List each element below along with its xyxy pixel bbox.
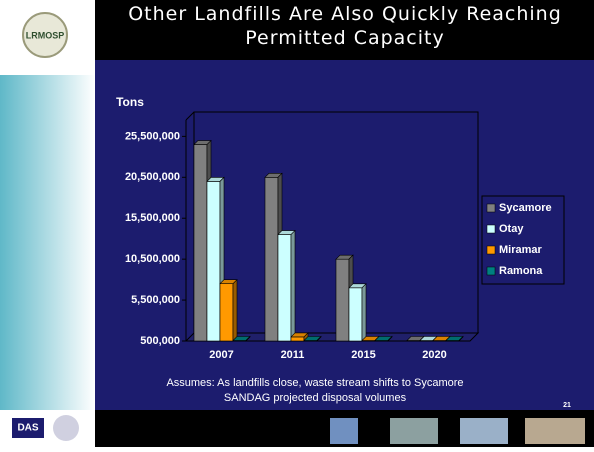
legend-swatch (486, 245, 496, 255)
bar-front (193, 144, 208, 342)
photo (330, 418, 358, 444)
page-number: 21 (563, 402, 571, 409)
photo (525, 418, 585, 444)
bar-side (387, 335, 393, 342)
bar-front (264, 176, 279, 342)
das-logo (12, 418, 44, 438)
logo-text: LRMOSP (26, 30, 65, 40)
note: Assumes: As landfills close, waste strea… (166, 377, 463, 389)
bar-side (245, 335, 251, 342)
photo (460, 418, 508, 444)
bar (445, 335, 464, 342)
legend-label: Miramar (499, 244, 543, 256)
y-tick-label: 20,500,000 (125, 171, 180, 183)
bar-front (206, 181, 221, 342)
bar-side (232, 278, 238, 342)
bar-front (335, 258, 350, 342)
bar (348, 283, 367, 342)
title-box: Other Landfills Are Also Quickly Reachin… (128, 3, 562, 49)
note: SANDAG projected disposal volumes (224, 392, 407, 404)
x-tick-label: 2011 (281, 349, 305, 361)
bar-side (290, 229, 296, 342)
slide-title: Other Landfills Are Also Quickly Reachin… (128, 3, 562, 49)
bar (277, 229, 296, 342)
legend-swatch (486, 224, 496, 234)
legend-box (481, 195, 565, 285)
photo (390, 418, 438, 444)
bar-front (290, 336, 305, 342)
bar-front (219, 283, 234, 342)
y-tick-label: 5,500,000 (131, 294, 180, 306)
bar-side (316, 335, 322, 342)
side-band (0, 75, 95, 410)
bar-front (277, 234, 292, 342)
legend-swatch (486, 266, 496, 276)
y-tick-label: 15,500,000 (125, 212, 180, 224)
bar (303, 335, 322, 342)
bar (219, 278, 238, 342)
bar-front (348, 287, 363, 342)
legend-label: Sycamore (499, 202, 552, 214)
x-tick-label: 2007 (209, 349, 233, 361)
legend-label: Ramona (499, 265, 543, 277)
bar-side (361, 283, 367, 342)
y-axis-title: Tons (116, 95, 144, 109)
bar (290, 332, 309, 342)
x-tick-label: 2015 (351, 349, 375, 361)
y-axis-depth (185, 111, 195, 121)
seal (53, 415, 79, 441)
y-tick-label: 500,000 (140, 335, 180, 347)
das-text: DAS (17, 423, 38, 434)
bar (374, 335, 393, 342)
x-tick-label: 2020 (422, 349, 446, 361)
legend-swatch (486, 203, 496, 213)
bar (232, 335, 251, 342)
legend-label: Otay (499, 223, 524, 235)
y-tick-label: 10,500,000 (125, 253, 180, 265)
bar-side (458, 335, 464, 342)
title-bar (95, 0, 594, 60)
y-tick-label: 25,500,000 (125, 130, 180, 142)
logo (22, 12, 68, 58)
